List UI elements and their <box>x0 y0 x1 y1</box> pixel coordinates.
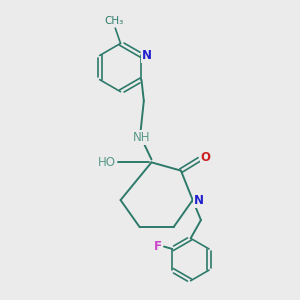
Text: HO: HO <box>98 156 116 169</box>
Text: N: N <box>142 49 152 62</box>
Text: N: N <box>194 194 204 207</box>
Text: O: O <box>201 152 211 164</box>
Text: F: F <box>154 240 162 253</box>
Text: CH₃: CH₃ <box>104 16 123 26</box>
Text: NH: NH <box>133 131 151 144</box>
